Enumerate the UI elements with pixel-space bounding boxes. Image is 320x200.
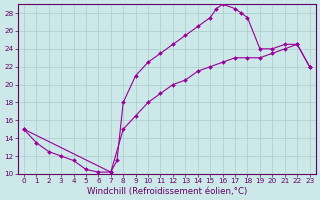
X-axis label: Windchill (Refroidissement éolien,°C): Windchill (Refroidissement éolien,°C) [87,187,247,196]
